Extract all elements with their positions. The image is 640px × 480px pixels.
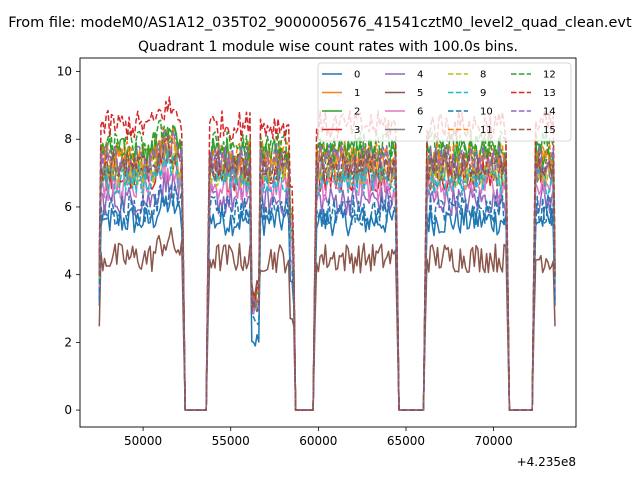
x-tick-label: 65000 (387, 434, 425, 448)
x-axis: 50000 55000 60000 65000 70000 (124, 427, 513, 448)
chart-title: Quadrant 1 module wise count rates with … (138, 39, 518, 55)
y-tick-label: 6 (64, 200, 72, 214)
series-line-10 (98, 183, 556, 411)
y-tick-label: 0 (64, 403, 72, 417)
figure-suptitle: From file: modeM0/AS1A12_035T02_90000056… (8, 15, 632, 31)
axes-frame (79, 57, 577, 428)
legend-label-9: 9 (480, 88, 486, 99)
legend-label-14: 14 (543, 107, 556, 118)
y-tick-label: 10 (57, 65, 72, 79)
legend-label-11: 11 (480, 125, 493, 136)
series-line-4 (98, 171, 556, 411)
x-tick-label: 50000 (124, 434, 162, 448)
series-line-6 (98, 156, 556, 411)
legend-label-1: 1 (354, 88, 360, 99)
legend-label-10: 10 (480, 107, 493, 118)
x-tick-label: 60000 (299, 434, 337, 448)
legend-box (317, 62, 572, 142)
legend-label-13: 13 (543, 88, 556, 99)
legend-label-4: 4 (417, 70, 423, 81)
series-line-15 (98, 135, 556, 411)
series-line-5 (98, 226, 556, 411)
series-line-7 (98, 141, 556, 411)
series-line-14 (98, 130, 556, 411)
legend-label-3: 3 (354, 125, 360, 136)
y-tick-label: 8 (64, 132, 72, 146)
legend-label-8: 8 (480, 70, 486, 81)
legend-label-7: 7 (417, 125, 423, 136)
legend-label-2: 2 (354, 107, 360, 118)
series-line-0 (98, 190, 556, 411)
y-tick-label: 4 (64, 268, 72, 282)
legend-label-12: 12 (543, 70, 556, 81)
legend-label-0: 0 (354, 70, 360, 81)
x-tick-label: 70000 (475, 434, 513, 448)
legend-label-6: 6 (417, 107, 423, 118)
x-offset-label: +4.235e8 (517, 455, 576, 469)
y-axis: 0 2 4 6 8 10 (57, 65, 80, 417)
x-tick-label: 55000 (212, 434, 250, 448)
y-tick-label: 2 (64, 335, 72, 349)
series-line-9 (98, 150, 556, 411)
legend-label-15: 15 (543, 125, 556, 136)
legend-label-5: 5 (417, 88, 423, 99)
